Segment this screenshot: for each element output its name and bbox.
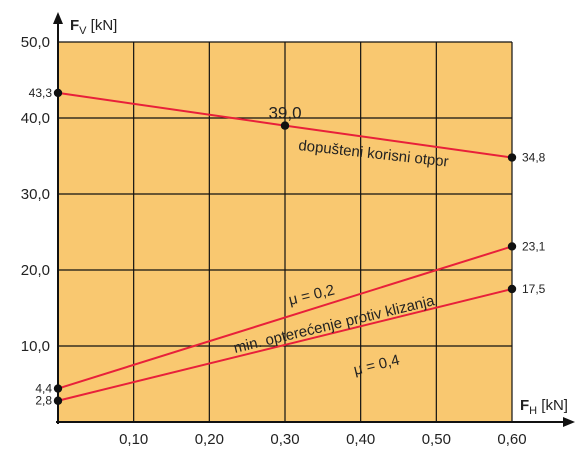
data-point: [507, 284, 517, 294]
y-tick-label: 30,0: [21, 186, 50, 203]
y-axis-arrow-icon: [53, 12, 63, 24]
point-labels: 43,3 39,0 34,8 4,4 23,1 2,8 17,5: [29, 86, 546, 408]
y-tick-label: 50,0: [21, 34, 50, 51]
data-point: [507, 153, 517, 162]
grid: [58, 41, 513, 422]
tick-labels: 0,10 0,20 0,30 0,40 0,50 0,60 10,0 20,0 30,0 40,0…: [21, 34, 527, 448]
x-axis-label: FH [kN]: [520, 397, 568, 417]
data-point: [53, 88, 63, 98]
x-tick-label: 0,50: [422, 431, 451, 448]
data-point: [53, 384, 63, 393]
x-tick-label: 0,40: [346, 431, 375, 448]
point-label: 34,8: [522, 151, 546, 165]
data-point: [507, 242, 517, 251]
data-point: [53, 396, 63, 405]
point-label: 4,4: [35, 382, 52, 396]
series-line-3: [57, 288, 513, 402]
y-tick-label: 10,0: [21, 338, 50, 355]
series-line-2: [57, 245, 513, 390]
data-point: [280, 121, 290, 130]
x-tick-label: 0,60: [497, 431, 526, 448]
point-label: 2,8: [35, 394, 52, 408]
y-axis-label: FV [kN]: [70, 17, 117, 37]
y-tick-label: 20,0: [21, 262, 50, 279]
y-tick-label: 40,0: [21, 110, 50, 127]
point-label: 17,5: [522, 282, 546, 296]
x-tick-label: 0,30: [270, 431, 299, 448]
point-label: 23,1: [522, 239, 546, 253]
point-label: 39,0: [268, 104, 301, 123]
data-points: [53, 88, 517, 405]
x-tick-label: 0,10: [119, 431, 148, 448]
x-axis-arrow-icon: [563, 417, 575, 427]
point-label: 43,3: [29, 86, 53, 100]
x-tick-label: 0,20: [195, 431, 224, 448]
